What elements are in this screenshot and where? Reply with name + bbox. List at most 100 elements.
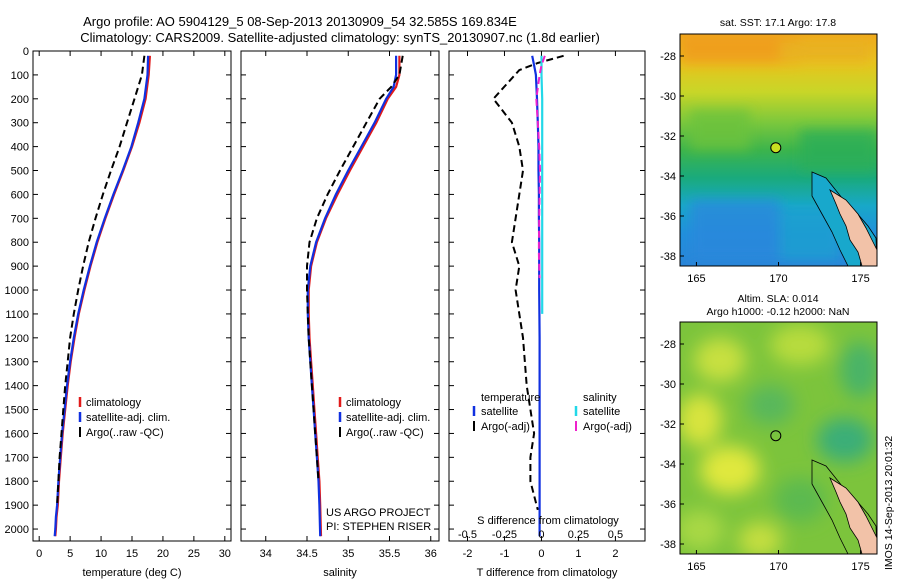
legend-title-salinity: salinity: [583, 392, 617, 404]
y-tick-label: 700: [11, 213, 29, 225]
sst-map: sat. SST: 17.1 Argo: 17.8 165 170 175 -28 -…: [660, 17, 878, 285]
salinity-xlabel: salinity: [323, 567, 357, 579]
legend-title-temperature: temperature: [481, 392, 540, 404]
y-tick-label: 1300: [5, 357, 29, 369]
sst-map-title: sat. SST: 17.1 Argo: 17.8: [720, 17, 836, 29]
legend-label-temp-satellite: satellite: [481, 406, 518, 418]
temperature-legend: climatology satellite-adj. clim. Argo(..…: [78, 397, 170, 439]
sla-map-title-1: Altim. SLA: 0.014: [737, 293, 818, 305]
y-tick-label: 1400: [5, 381, 29, 393]
argo-location-marker: [770, 430, 782, 442]
new-zealand-land: [829, 476, 877, 554]
x-tick-label: 20: [157, 548, 169, 560]
map-y-tick-label: -36: [660, 211, 676, 223]
legend-label-satellite: satellite-adj. clim.: [346, 412, 430, 424]
series-satellite-adj-clim: [306, 55, 398, 537]
y-tick-label: 100: [11, 70, 29, 82]
project-annotation-1: US ARGO PROJECT: [326, 507, 431, 519]
y-tick-label: 1100: [5, 309, 29, 321]
sla-map: Altim. SLA: 0.014 Argo h1000: -0.12 h200…: [660, 293, 878, 573]
y-tick-label: 1500: [5, 405, 29, 417]
y-tick-label: 1000: [5, 285, 29, 297]
legend-label-satellite: satellite-adj. clim.: [86, 412, 170, 424]
map-y-tick-label: -28: [660, 339, 676, 351]
x-tick-label: 36: [425, 548, 437, 560]
y-tick-label: 500: [11, 166, 29, 178]
y-tick-label: 0: [23, 46, 29, 58]
x-tick-label: 10: [95, 548, 107, 560]
map-x-tick-label: 165: [687, 561, 705, 573]
salinity-legend: climatology satellite-adj. clim. Argo(..…: [338, 397, 430, 439]
legend-label-temp-argo: Argo(-adj): [481, 421, 530, 433]
x-tick-label: 5: [67, 548, 73, 560]
sla-map-title-2: Argo h1000: -0.12 h2000: NaN: [706, 306, 849, 318]
series-salinity-argo-adj: [535, 55, 546, 279]
x-tick-label: 34: [260, 548, 272, 560]
y-tick-label: 400: [11, 142, 29, 154]
top-tick-label: 0.5: [608, 529, 623, 541]
y-tick-label: 1900: [5, 500, 29, 512]
x-tick-label: 35: [342, 548, 354, 560]
series-argo-raw-qc: [306, 55, 404, 482]
top-tick-label: 0.25: [568, 529, 589, 541]
difference-legend: temperature satellite Argo(-adj) salinit…: [472, 392, 632, 433]
map-y-tick-label: -28: [660, 51, 676, 63]
map-x-tick-label: 165: [687, 273, 705, 285]
series-salinity-satellite: [540, 55, 544, 314]
legend-label-sal-satellite: satellite: [583, 406, 620, 418]
temperature-axes: [32, 50, 232, 542]
argo-location-marker: [770, 142, 782, 154]
y-tick-label: 1200: [5, 333, 29, 345]
map-y-tick-label: -32: [660, 131, 676, 143]
y-tick-label: 1600: [5, 428, 29, 440]
difference-xlabel: T difference from climatology: [477, 567, 618, 579]
title-line-2: Climatology: CARS2009. Satellite-adjuste…: [80, 30, 600, 45]
top-tick-label: -0.25: [492, 529, 517, 541]
legend-label-sal-argo: Argo(-adj): [583, 421, 632, 433]
difference-panel: -2 -1 0 1 2 T difference from climatology S …: [448, 50, 646, 579]
legend-label-argo: Argo(..raw -QC): [346, 427, 424, 439]
x-tick-label: 0: [36, 548, 42, 560]
map-x-tick-label: 170: [769, 273, 787, 285]
x-tick-label: 0: [538, 548, 544, 560]
map-y-tick-label: -38: [660, 251, 676, 263]
y-tick-label: 800: [11, 237, 29, 249]
temperature-xlabel: temperature (deg C): [82, 567, 181, 579]
map-y-tick-label: -36: [660, 499, 676, 511]
map-y-tick-label: -38: [660, 539, 676, 551]
new-zealand-land: [829, 188, 877, 266]
series-argo-raw-qc: [56, 55, 146, 506]
map-x-tick-label: 175: [851, 561, 869, 573]
imos-timestamp: IMOS 14-Sep-2013 20:01:32: [883, 436, 895, 570]
map-y-tick-label: -32: [660, 419, 676, 431]
x-tick-label: -1: [500, 548, 510, 560]
difference-axes: [448, 50, 646, 542]
legend-label-argo: Argo(..raw -QC): [86, 427, 164, 439]
map-x-tick-label: 170: [769, 561, 787, 573]
y-tick-label: 200: [11, 94, 29, 106]
map-y-tick-label: -34: [660, 459, 676, 471]
legend-label-climatology: climatology: [346, 397, 402, 409]
map-y-tick-label: -30: [660, 91, 676, 103]
y-tick-label: 300: [11, 118, 29, 130]
top-tick-label: 0: [538, 529, 544, 541]
top-tick-label: -0.5: [458, 529, 477, 541]
title-line-1: Argo profile: AO 5904129_5 08-Sep-2013 2…: [83, 14, 517, 29]
temperature-panel: 0100200300400500600700800900100011001200…: [5, 46, 232, 579]
y-tick-label: 900: [11, 261, 29, 273]
salinity-axes: [240, 50, 440, 542]
x-tick-label: 30: [219, 548, 231, 560]
x-tick-label: 2: [612, 548, 618, 560]
map-y-tick-label: -34: [660, 171, 676, 183]
x-tick-label: -2: [463, 548, 473, 560]
series-temperature-argo-adj: [492, 54, 564, 511]
project-annotation-2: PI: STEPHEN RISER: [326, 521, 431, 533]
legend-label-climatology: climatology: [86, 397, 142, 409]
map-y-tick-label: -30: [660, 379, 676, 391]
salinity-panel: 34 34.5 35 35.5 36 salinity climatology sate…: [240, 50, 440, 579]
y-tick-label: 2000: [5, 524, 29, 536]
x-tick-label: 1: [575, 548, 581, 560]
x-tick-label: 25: [188, 548, 200, 560]
x-tick-label: 34.5: [296, 548, 317, 560]
y-tick-label: 600: [11, 189, 29, 201]
